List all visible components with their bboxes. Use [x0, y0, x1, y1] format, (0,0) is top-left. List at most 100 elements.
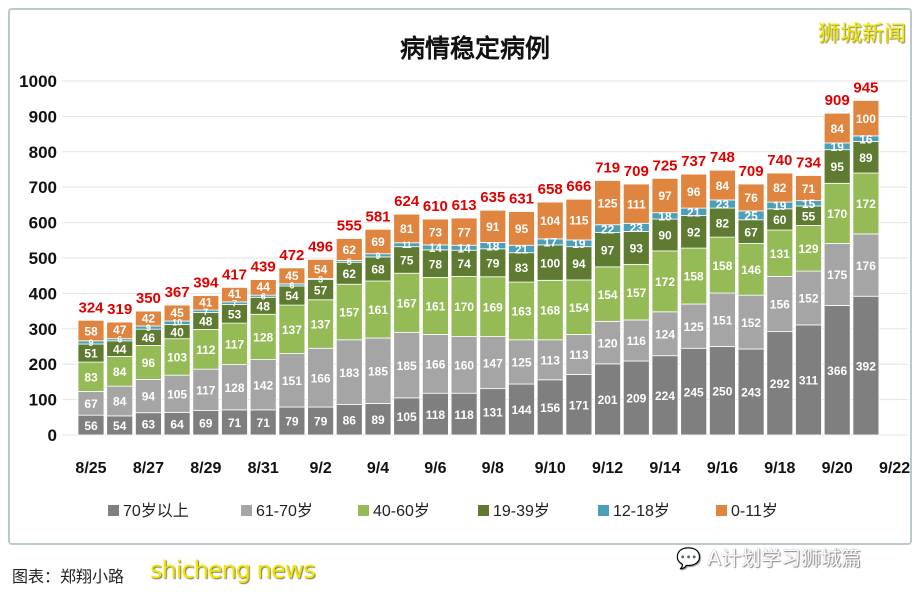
data-label: 111	[627, 197, 646, 211]
data-label: 7	[232, 299, 237, 309]
data-label: 243	[741, 386, 761, 400]
bar-segment	[795, 175, 822, 202]
total-label: 394	[193, 275, 219, 292]
data-label: 41	[228, 287, 242, 301]
data-label: 60	[773, 213, 787, 227]
bar-segment	[594, 232, 621, 268]
data-label: 45	[170, 306, 184, 320]
bar-segment	[651, 218, 679, 252]
bar-segment	[221, 286, 248, 303]
bar-segment	[479, 209, 507, 243]
bar-segment	[766, 172, 794, 203]
data-label: 23	[716, 198, 730, 212]
data-label: 209	[626, 392, 646, 406]
data-label: 156	[540, 401, 560, 415]
data-label: 62	[343, 243, 357, 257]
data-label: 117	[196, 384, 216, 398]
bar-segment	[565, 246, 593, 281]
data-label: 245	[684, 385, 704, 399]
data-label: 118	[426, 408, 446, 422]
bar-segment	[393, 272, 421, 333]
bar-segment	[479, 248, 507, 278]
total-label: 945	[853, 79, 878, 96]
data-label: 71	[257, 416, 271, 430]
data-label: 115	[569, 213, 589, 227]
data-label: 128	[224, 381, 244, 395]
data-label: 157	[626, 286, 646, 300]
data-label: 95	[515, 222, 529, 236]
bar-segment	[622, 263, 650, 321]
data-label: 113	[569, 348, 589, 362]
bar-segment	[192, 295, 220, 311]
data-label: 151	[282, 374, 302, 388]
data-label: 201	[598, 393, 618, 407]
bar-segment	[249, 279, 277, 296]
data-label: 83	[84, 370, 98, 384]
data-label: 292	[770, 377, 790, 391]
bar-segment	[335, 283, 363, 341]
y-tick-label: 0	[48, 426, 57, 445]
data-label: 100	[856, 112, 876, 126]
bar-segment	[77, 361, 105, 392]
bar-segment	[709, 346, 736, 436]
data-label: 48	[199, 315, 213, 329]
bar-segment	[709, 292, 736, 347]
data-label: 42	[142, 312, 156, 326]
total-label: 635	[480, 189, 505, 206]
data-label: 152	[741, 316, 761, 330]
bar-segment	[364, 337, 392, 404]
bar-segment	[479, 336, 507, 390]
bar-segment	[364, 228, 392, 255]
bar-segment	[565, 198, 593, 241]
bar-segment	[565, 374, 593, 436]
bar-segment	[307, 259, 335, 279]
data-label: 92	[687, 225, 701, 239]
bar-segment	[393, 397, 421, 436]
total-label: 417	[222, 266, 247, 283]
bar-segment	[508, 211, 535, 246]
data-label: 167	[397, 296, 417, 310]
data-label: 16	[859, 132, 873, 146]
data-label: 9	[88, 338, 93, 348]
data-label: 151	[712, 313, 732, 327]
data-label: 118	[454, 408, 474, 422]
data-label: 175	[827, 268, 847, 282]
x-tick-label: 8/29	[190, 460, 221, 477]
bar-segment	[393, 331, 421, 399]
data-label: 51	[84, 347, 98, 361]
data-label: 68	[371, 263, 385, 277]
total-label: 439	[251, 259, 276, 276]
bar-segment	[536, 201, 564, 240]
data-label: 97	[658, 189, 672, 203]
bar-segment	[622, 319, 650, 362]
data-label: 163	[511, 305, 531, 319]
data-label: 76	[744, 191, 758, 205]
data-label: 131	[770, 247, 790, 261]
data-label: 116	[627, 334, 647, 348]
bar-segment	[450, 217, 478, 246]
watermark-logo-bottom-left: shicheng news	[150, 556, 316, 584]
data-label: 84	[831, 122, 845, 136]
bar-segment	[421, 277, 449, 335]
data-label: 6	[117, 334, 122, 344]
data-label: 64	[170, 417, 184, 431]
watermark-bottom-right-text: A计划学习狮城篇	[707, 546, 861, 570]
data-label: 156	[770, 298, 790, 312]
data-label: 161	[425, 300, 445, 314]
data-label: 48	[257, 299, 271, 313]
bar-segment	[680, 173, 708, 209]
data-label: 19	[831, 140, 845, 154]
bar-segment	[536, 379, 564, 436]
data-label: 125	[684, 320, 704, 334]
data-label: 170	[454, 300, 474, 314]
y-tick-label: 600	[29, 214, 57, 233]
bar-segment	[249, 409, 277, 436]
bar-segment	[852, 295, 880, 436]
data-label: 18	[658, 210, 672, 224]
data-label: 77	[457, 225, 471, 239]
data-label: 71	[802, 182, 816, 196]
total-label: 709	[624, 163, 649, 180]
data-label: 158	[712, 259, 732, 273]
bar-segment	[479, 276, 507, 337]
bar-segment	[795, 324, 822, 436]
